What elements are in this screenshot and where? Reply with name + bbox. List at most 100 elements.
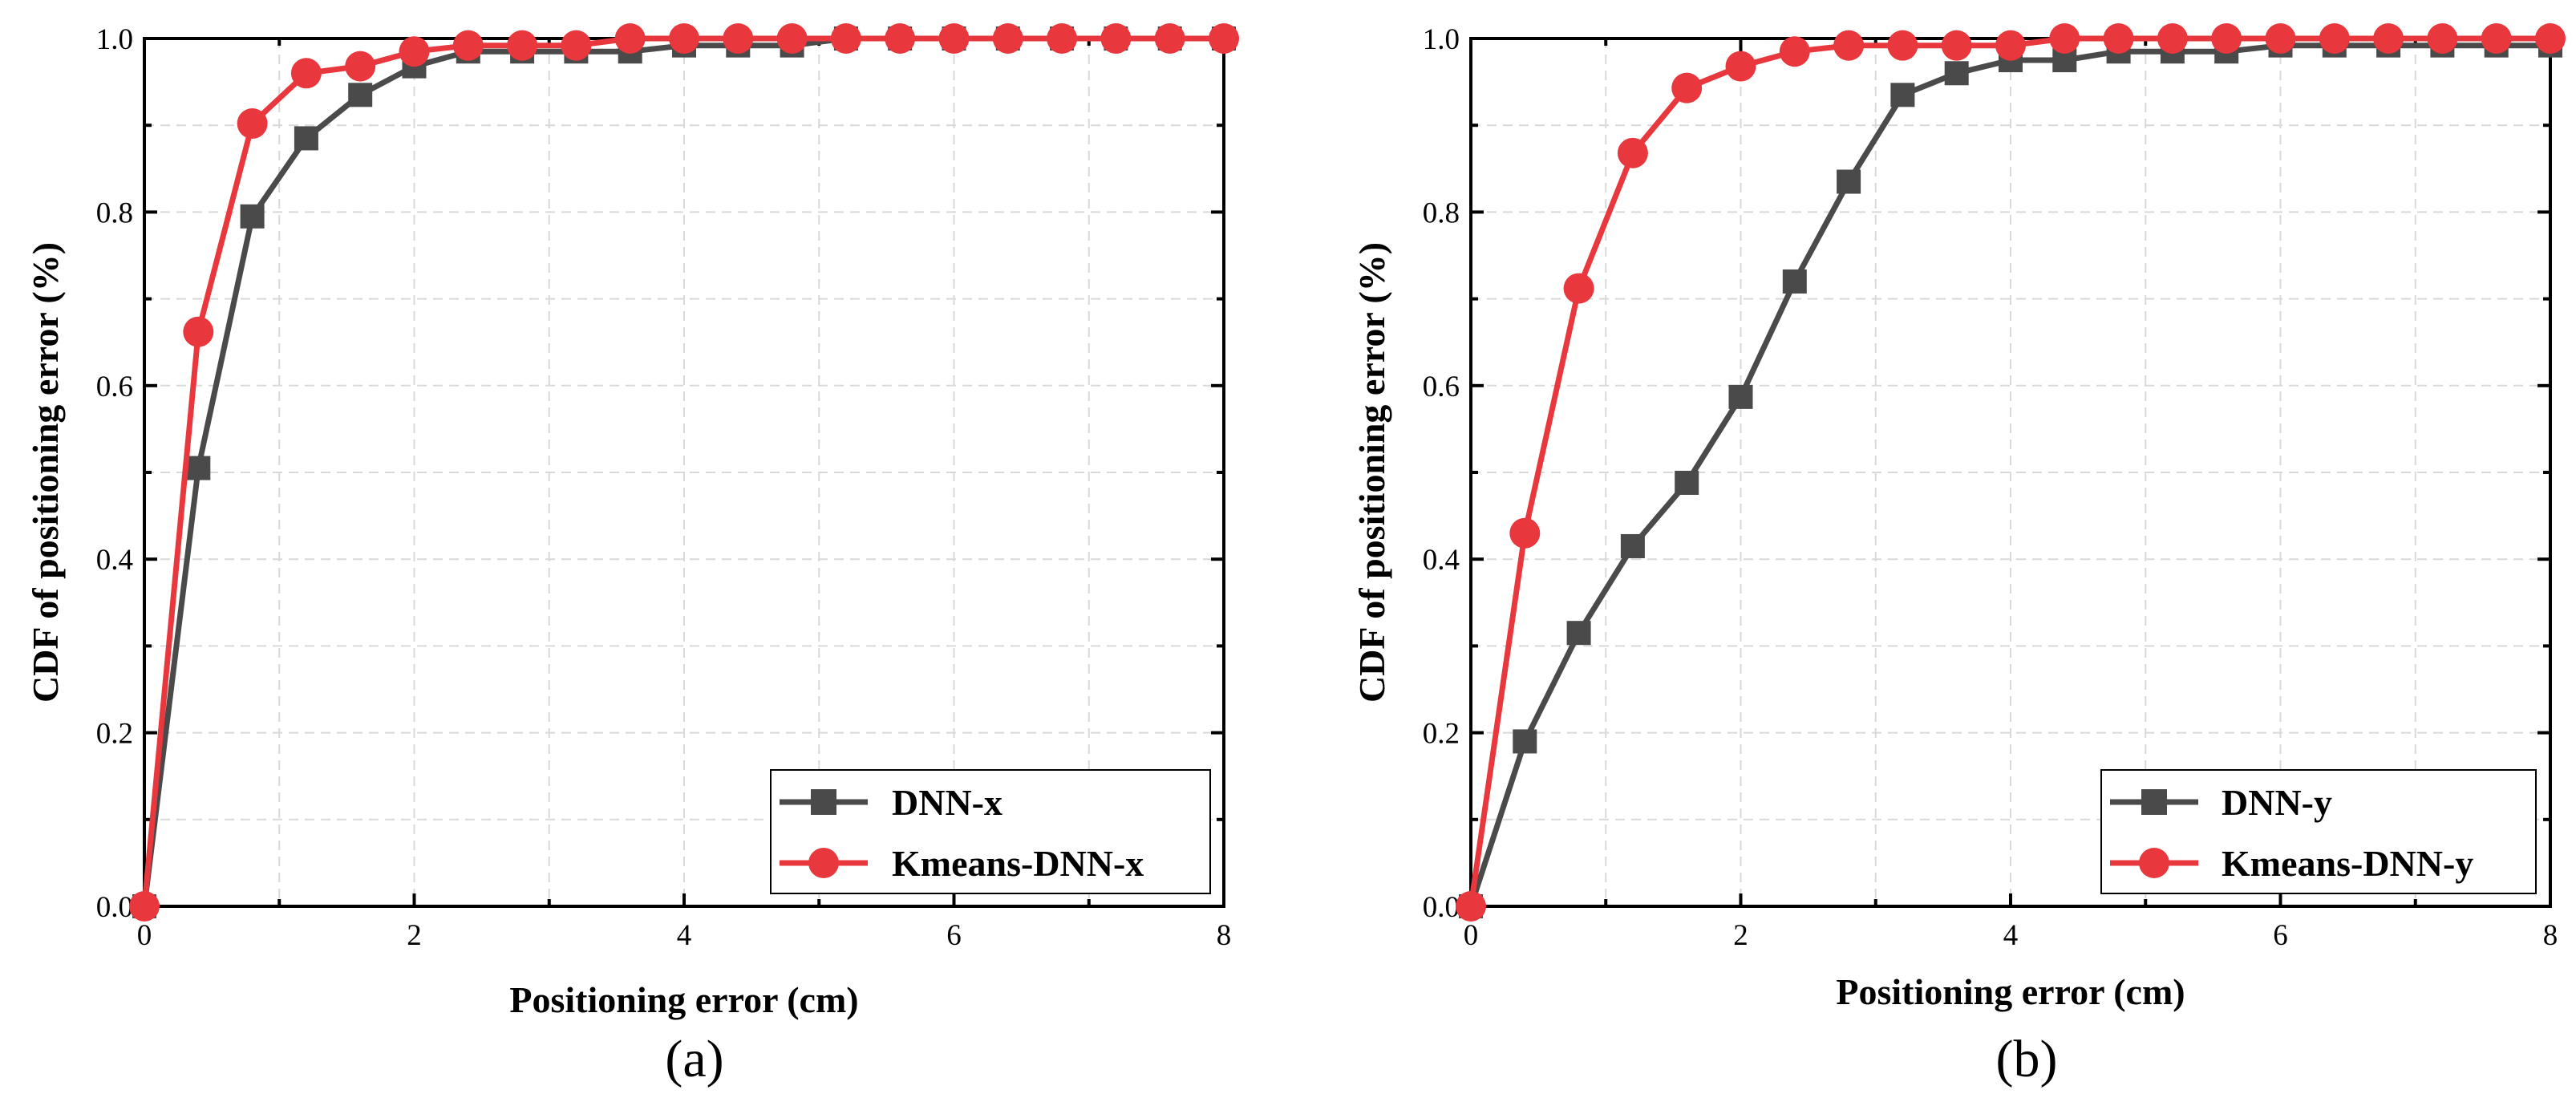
data-point-kmeans-dnn-x	[290, 58, 322, 89]
data-point-kmeans-dnn-x	[345, 51, 376, 82]
data-point-kmeans-dnn-x	[452, 30, 484, 61]
data-point-dnn-y	[1782, 269, 1807, 294]
data-point-kmeans-dnn-y	[1671, 72, 1703, 103]
data-point-kmeans-dnn-y	[2481, 23, 2512, 54]
x-tick-label: 2	[407, 919, 422, 952]
data-point-dnn-x	[348, 83, 373, 107]
legend: DNN-x Kmeans-DNN-x	[770, 769, 1211, 894]
data-point-kmeans-dnn-y	[2535, 23, 2566, 54]
data-point-kmeans-dnn-x	[1209, 23, 1239, 54]
legend-marker-circle	[808, 848, 839, 878]
data-point-kmeans-dnn-y	[2427, 23, 2458, 54]
data-point-kmeans-dnn-x	[1047, 23, 1078, 54]
y-tick-label: 0.6	[1423, 371, 1460, 403]
y-axis-ticks: 0.0 0.2 0.4 0.6 0.8 1.0	[96, 23, 1224, 924]
x-tick-label: 6	[2273, 919, 2288, 952]
data-point-kmeans-dnn-x	[614, 23, 646, 54]
data-point-kmeans-dnn-x	[1100, 23, 1132, 54]
y-tick-label: 0.8	[96, 196, 133, 229]
chart-panel-a: 0 2 4 6 8 0.0 0.2 0.4 0.6 0.8 1.0 Positioning err…	[25, 23, 1239, 1088]
legend-label-dnn-y: DNN-y	[2222, 782, 2332, 823]
x-tick-label: 0	[137, 919, 152, 952]
data-point-kmeans-dnn-x	[992, 23, 1023, 54]
data-point-kmeans-dnn-y	[1456, 891, 1486, 922]
data-point-kmeans-dnn-x	[669, 23, 699, 54]
data-point-kmeans-dnn-y	[1617, 137, 1648, 168]
y-axis-title: CDF of positioning error (%)	[1351, 242, 1392, 703]
data-point-kmeans-dnn-y	[1887, 30, 1918, 61]
data-point-kmeans-dnn-y	[1941, 30, 1972, 61]
y-tick-label: 0.8	[1423, 196, 1460, 229]
data-point-kmeans-dnn-x	[885, 23, 916, 54]
data-point-kmeans-dnn-x	[507, 30, 538, 61]
y-tick-label: 0.2	[96, 718, 133, 751]
data-point-kmeans-dnn-y	[2211, 23, 2242, 54]
y-tick-label: 0.4	[96, 544, 133, 577]
data-point-kmeans-dnn-y	[1563, 273, 1594, 304]
series-layer	[129, 23, 1239, 922]
x-tick-label: 8	[2543, 919, 2558, 952]
grid	[1471, 38, 2550, 906]
x-tick-label: 4	[2003, 919, 2019, 952]
data-point-kmeans-dnn-x	[237, 108, 268, 140]
data-point-kmeans-dnn-y	[1995, 30, 2026, 61]
y-tick-label: 0.6	[96, 371, 133, 403]
subfigure-caption: (b)	[1996, 1030, 2058, 1088]
data-point-kmeans-dnn-x	[399, 36, 430, 67]
x-tick-label: 4	[677, 919, 692, 952]
legend: DNN-y Kmeans-DNN-y	[2100, 769, 2537, 894]
legend-marker-square	[811, 789, 836, 815]
y-axis-ticks: 0.0 0.2 0.4 0.6 0.8 1.0	[1423, 23, 2550, 924]
data-point-kmeans-dnn-x	[1154, 23, 1185, 54]
x-tick-label: 2	[1733, 919, 1748, 952]
x-tick-label: 6	[946, 919, 962, 952]
data-point-kmeans-dnn-y	[2373, 23, 2404, 54]
data-point-kmeans-dnn-x	[830, 23, 861, 54]
data-point-kmeans-dnn-y	[2049, 23, 2080, 54]
legend-box	[770, 769, 1211, 894]
data-point-kmeans-dnn-x	[938, 23, 970, 54]
data-point-kmeans-dnn-y	[2103, 23, 2134, 54]
x-axis-title: Positioning error (cm)	[1836, 971, 2185, 1012]
data-point-kmeans-dnn-x	[129, 891, 160, 922]
data-point-kmeans-dnn-x	[183, 316, 214, 347]
data-point-kmeans-dnn-y	[1833, 30, 1865, 61]
legend-marker-square	[2141, 789, 2167, 815]
x-tick-label: 0	[1464, 919, 1479, 952]
subfigure-caption: (a)	[665, 1030, 723, 1088]
data-point-dnn-y	[1837, 169, 1861, 194]
legend-label-kmeans-dnn-y: Kmeans-DNN-y	[2222, 843, 2473, 884]
data-point-dnn-y	[1513, 729, 1537, 754]
x-tick-label: 8	[1217, 919, 1232, 952]
data-point-kmeans-dnn-y	[2157, 23, 2188, 54]
y-tick-label: 1.0	[1423, 23, 1460, 56]
data-point-kmeans-dnn-y	[1725, 51, 1756, 82]
legend-label-dnn-x: DNN-x	[892, 782, 1002, 823]
series-layer	[1456, 23, 2566, 922]
data-point-kmeans-dnn-y	[1779, 36, 1810, 67]
x-axis-title: Positioning error (cm)	[509, 979, 858, 1020]
data-point-dnn-x	[240, 204, 265, 229]
y-tick-label: 0.2	[1423, 718, 1460, 751]
data-point-kmeans-dnn-x	[561, 30, 592, 61]
legend-box	[2100, 769, 2537, 894]
y-tick-label: 0.0	[96, 891, 133, 924]
y-tick-label: 1.0	[96, 23, 133, 56]
legend-label-kmeans-dnn-x: Kmeans-DNN-x	[892, 843, 1144, 884]
data-point-kmeans-dnn-x	[776, 23, 808, 54]
chart-panel-b: 0 2 4 6 8 0.0 0.2 0.4 0.6 0.8 1.0 Positioning err…	[1351, 23, 2566, 1088]
data-point-dnn-y	[1890, 83, 1915, 107]
data-point-kmeans-dnn-y	[1509, 517, 1541, 549]
legend-marker-circle	[2139, 848, 2169, 878]
data-point-dnn-y	[1944, 61, 1969, 86]
data-point-kmeans-dnn-y	[2319, 23, 2350, 54]
y-tick-label: 0.0	[1423, 891, 1460, 924]
y-axis-title: CDF of positioning error (%)	[25, 242, 66, 703]
y-tick-label: 0.4	[1423, 544, 1460, 577]
data-point-dnn-x	[186, 456, 211, 480]
data-point-dnn-y	[1675, 470, 1699, 495]
data-point-dnn-y	[1620, 533, 1645, 558]
data-point-dnn-y	[1728, 384, 1753, 409]
data-point-kmeans-dnn-y	[2265, 23, 2296, 54]
